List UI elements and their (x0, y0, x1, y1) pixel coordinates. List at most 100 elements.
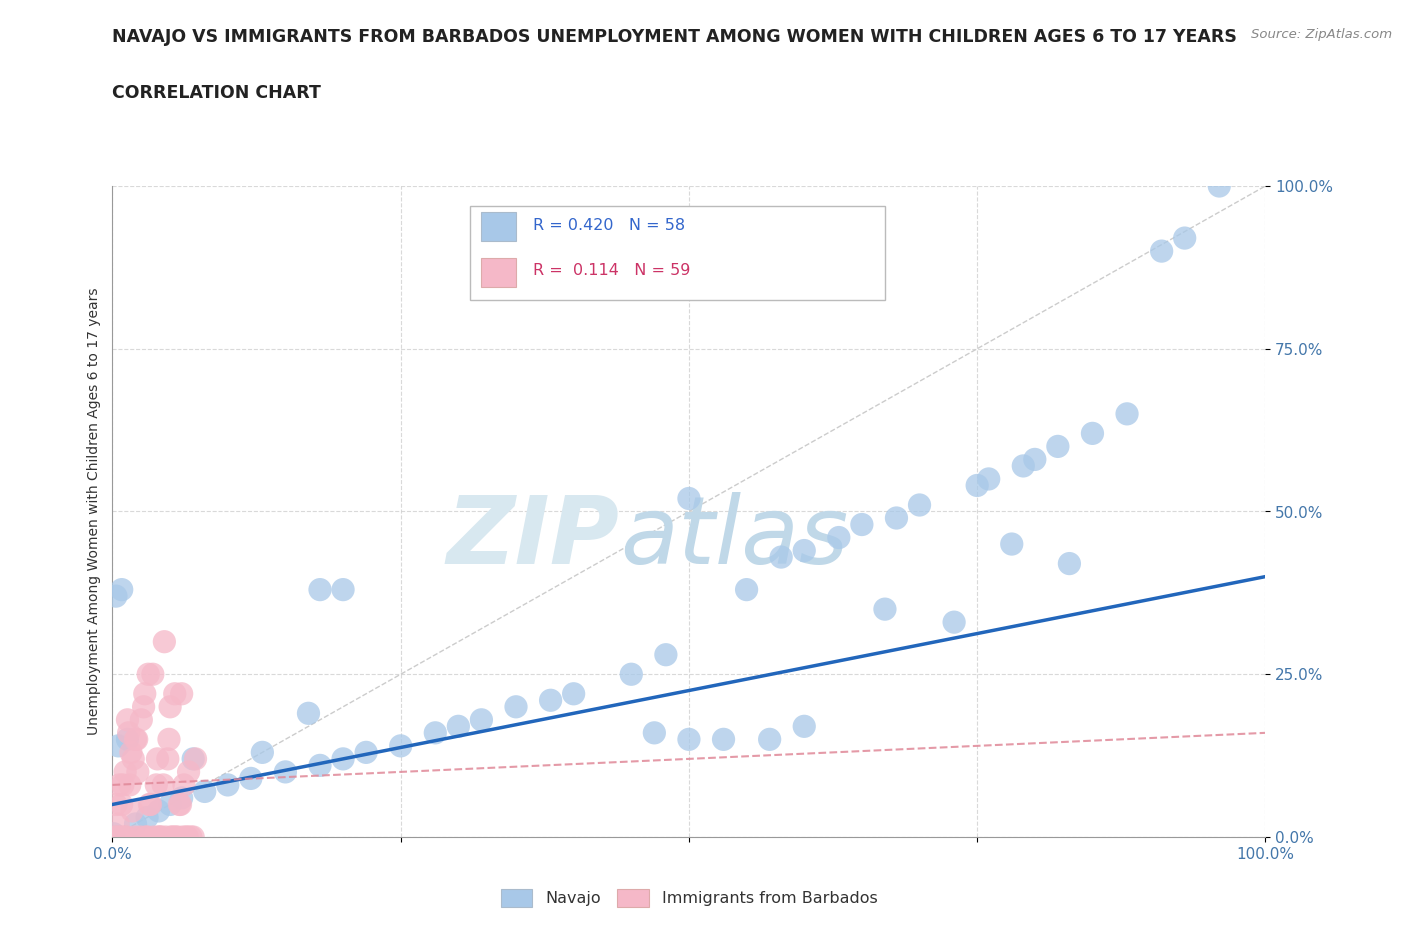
Point (309, 582, 332, 597)
Point (180, 830, 202, 844)
Point (157, 732, 180, 747)
Point (184, 751, 207, 766)
Point (505, 699, 527, 714)
Point (166, 830, 188, 844)
Point (1059, 556, 1081, 571)
Point (170, 790, 193, 805)
Point (793, 543, 815, 558)
Point (217, 777, 239, 792)
Point (111, 797, 134, 812)
Text: ZIP: ZIP (447, 492, 620, 583)
Point (162, 830, 184, 844)
Point (129, 712, 153, 727)
Point (108, 777, 131, 792)
Point (149, 830, 172, 844)
Point (678, 491, 700, 506)
Point (1174, 231, 1197, 246)
Point (121, 804, 143, 818)
Point (146, 751, 169, 766)
Point (239, 771, 262, 786)
Point (118, 777, 141, 792)
Point (143, 830, 166, 844)
Point (136, 667, 159, 682)
Point (181, 751, 204, 766)
Point (470, 712, 492, 727)
Point (562, 686, 585, 701)
Point (309, 758, 332, 773)
Point (1046, 439, 1069, 454)
Point (112, 830, 135, 844)
Text: CORRELATION CHART: CORRELATION CHART (112, 84, 322, 101)
Point (770, 550, 793, 565)
Point (148, 804, 170, 818)
Point (943, 615, 966, 630)
Point (643, 725, 665, 740)
Point (425, 725, 447, 740)
Point (389, 738, 412, 753)
Point (332, 582, 354, 597)
Point (1116, 406, 1139, 421)
Point (159, 797, 181, 812)
Point (181, 830, 204, 844)
Point (138, 797, 160, 812)
Point (152, 777, 174, 792)
Point (1001, 537, 1024, 551)
Point (713, 732, 735, 747)
Point (117, 712, 139, 727)
Point (129, 830, 152, 844)
Point (124, 817, 146, 831)
Point (104, 830, 127, 844)
Point (159, 699, 181, 714)
FancyBboxPatch shape (470, 206, 884, 300)
Point (122, 751, 145, 766)
Point (132, 699, 155, 714)
Text: Source: ZipAtlas.com: Source: ZipAtlas.com (1251, 28, 1392, 41)
Point (758, 732, 780, 747)
Point (177, 764, 200, 779)
Point (124, 830, 146, 844)
Point (114, 764, 136, 779)
Point (173, 777, 195, 792)
Point (793, 719, 815, 734)
Point (107, 817, 129, 831)
Point (110, 830, 132, 844)
Point (1208, 179, 1230, 193)
Bar (481, 258, 516, 287)
Point (155, 830, 177, 844)
Point (135, 830, 157, 844)
Point (105, 830, 128, 844)
Point (174, 830, 197, 844)
Point (332, 751, 354, 766)
Point (172, 830, 194, 844)
Point (117, 725, 139, 740)
Point (1150, 244, 1173, 259)
Point (274, 764, 297, 779)
Point (828, 530, 851, 545)
Point (735, 582, 758, 597)
Point (120, 745, 142, 760)
Point (103, 827, 125, 842)
Point (1012, 458, 1035, 473)
Point (1081, 426, 1104, 441)
Point (886, 511, 908, 525)
Point (139, 797, 162, 812)
Point (107, 738, 129, 753)
Text: NAVAJO VS IMMIGRANTS FROM BARBADOS UNEMPLOYMENT AMONG WOMEN WITH CHILDREN AGES 6: NAVAJO VS IMMIGRANTS FROM BARBADOS UNEMP… (112, 28, 1237, 46)
Point (104, 589, 127, 604)
Point (354, 745, 377, 760)
Point (655, 647, 678, 662)
Point (124, 732, 146, 747)
Point (170, 686, 193, 701)
Point (145, 777, 167, 792)
Point (160, 830, 183, 844)
Point (134, 686, 156, 701)
Point (620, 667, 643, 682)
Point (163, 686, 186, 701)
Point (125, 732, 148, 747)
Point (169, 797, 191, 812)
Bar (481, 212, 516, 242)
Legend: Navajo, Immigrants from Barbados: Navajo, Immigrants from Barbados (494, 883, 884, 913)
Point (117, 732, 139, 747)
Text: atlas: atlas (620, 492, 848, 583)
Point (111, 582, 134, 597)
